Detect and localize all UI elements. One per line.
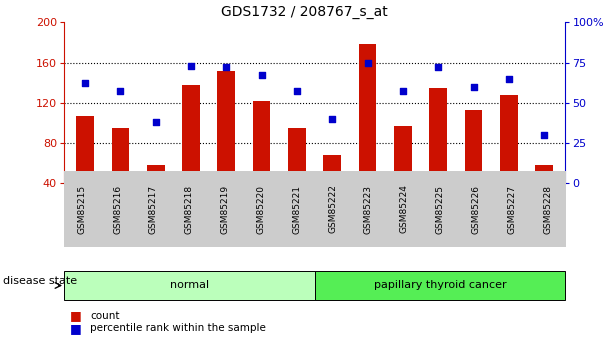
Point bbox=[434, 65, 443, 70]
Bar bbox=[182, 85, 200, 223]
Point bbox=[151, 119, 161, 125]
Bar bbox=[323, 155, 341, 223]
Point bbox=[116, 89, 125, 94]
Text: count: count bbox=[90, 311, 120, 321]
Text: GSM85224: GSM85224 bbox=[399, 185, 409, 234]
Bar bbox=[253, 101, 271, 223]
Text: GSM85217: GSM85217 bbox=[149, 185, 158, 234]
Text: percentile rank within the sample: percentile rank within the sample bbox=[90, 324, 266, 333]
Bar bbox=[359, 45, 376, 223]
Text: ■: ■ bbox=[70, 322, 81, 335]
Text: GSM85228: GSM85228 bbox=[543, 185, 552, 234]
Text: GSM85225: GSM85225 bbox=[435, 185, 444, 234]
Point bbox=[398, 89, 408, 94]
Point bbox=[363, 60, 373, 65]
Text: GSM85223: GSM85223 bbox=[364, 185, 373, 234]
Text: GSM85218: GSM85218 bbox=[185, 185, 194, 234]
Bar bbox=[147, 165, 165, 223]
Point bbox=[328, 116, 337, 121]
Text: GSM85215: GSM85215 bbox=[77, 185, 86, 234]
Bar bbox=[76, 116, 94, 223]
Point bbox=[539, 132, 549, 137]
Text: GSM85221: GSM85221 bbox=[292, 185, 301, 234]
Point bbox=[257, 72, 266, 78]
Text: papillary thyroid cancer: papillary thyroid cancer bbox=[374, 280, 506, 290]
Text: disease state: disease state bbox=[3, 276, 77, 286]
Bar bbox=[429, 88, 447, 223]
Bar bbox=[218, 71, 235, 223]
Point bbox=[504, 76, 514, 81]
Bar bbox=[111, 128, 129, 223]
Bar bbox=[465, 110, 482, 223]
Text: GSM85222: GSM85222 bbox=[328, 185, 337, 234]
Bar bbox=[394, 126, 412, 223]
Bar bbox=[288, 128, 306, 223]
Text: GDS1732 / 208767_s_at: GDS1732 / 208767_s_at bbox=[221, 5, 387, 19]
Text: ■: ■ bbox=[70, 309, 81, 322]
Text: GSM85227: GSM85227 bbox=[507, 185, 516, 234]
Text: GSM85219: GSM85219 bbox=[221, 185, 230, 234]
Text: GSM85220: GSM85220 bbox=[257, 185, 266, 234]
Text: GSM85226: GSM85226 bbox=[471, 185, 480, 234]
Point bbox=[469, 84, 478, 89]
Text: normal: normal bbox=[170, 280, 209, 290]
Text: GSM85216: GSM85216 bbox=[113, 185, 122, 234]
Bar bbox=[536, 165, 553, 223]
Point bbox=[292, 89, 302, 94]
Bar bbox=[500, 95, 518, 223]
Point bbox=[80, 81, 90, 86]
Point bbox=[221, 65, 231, 70]
Point bbox=[186, 63, 196, 69]
